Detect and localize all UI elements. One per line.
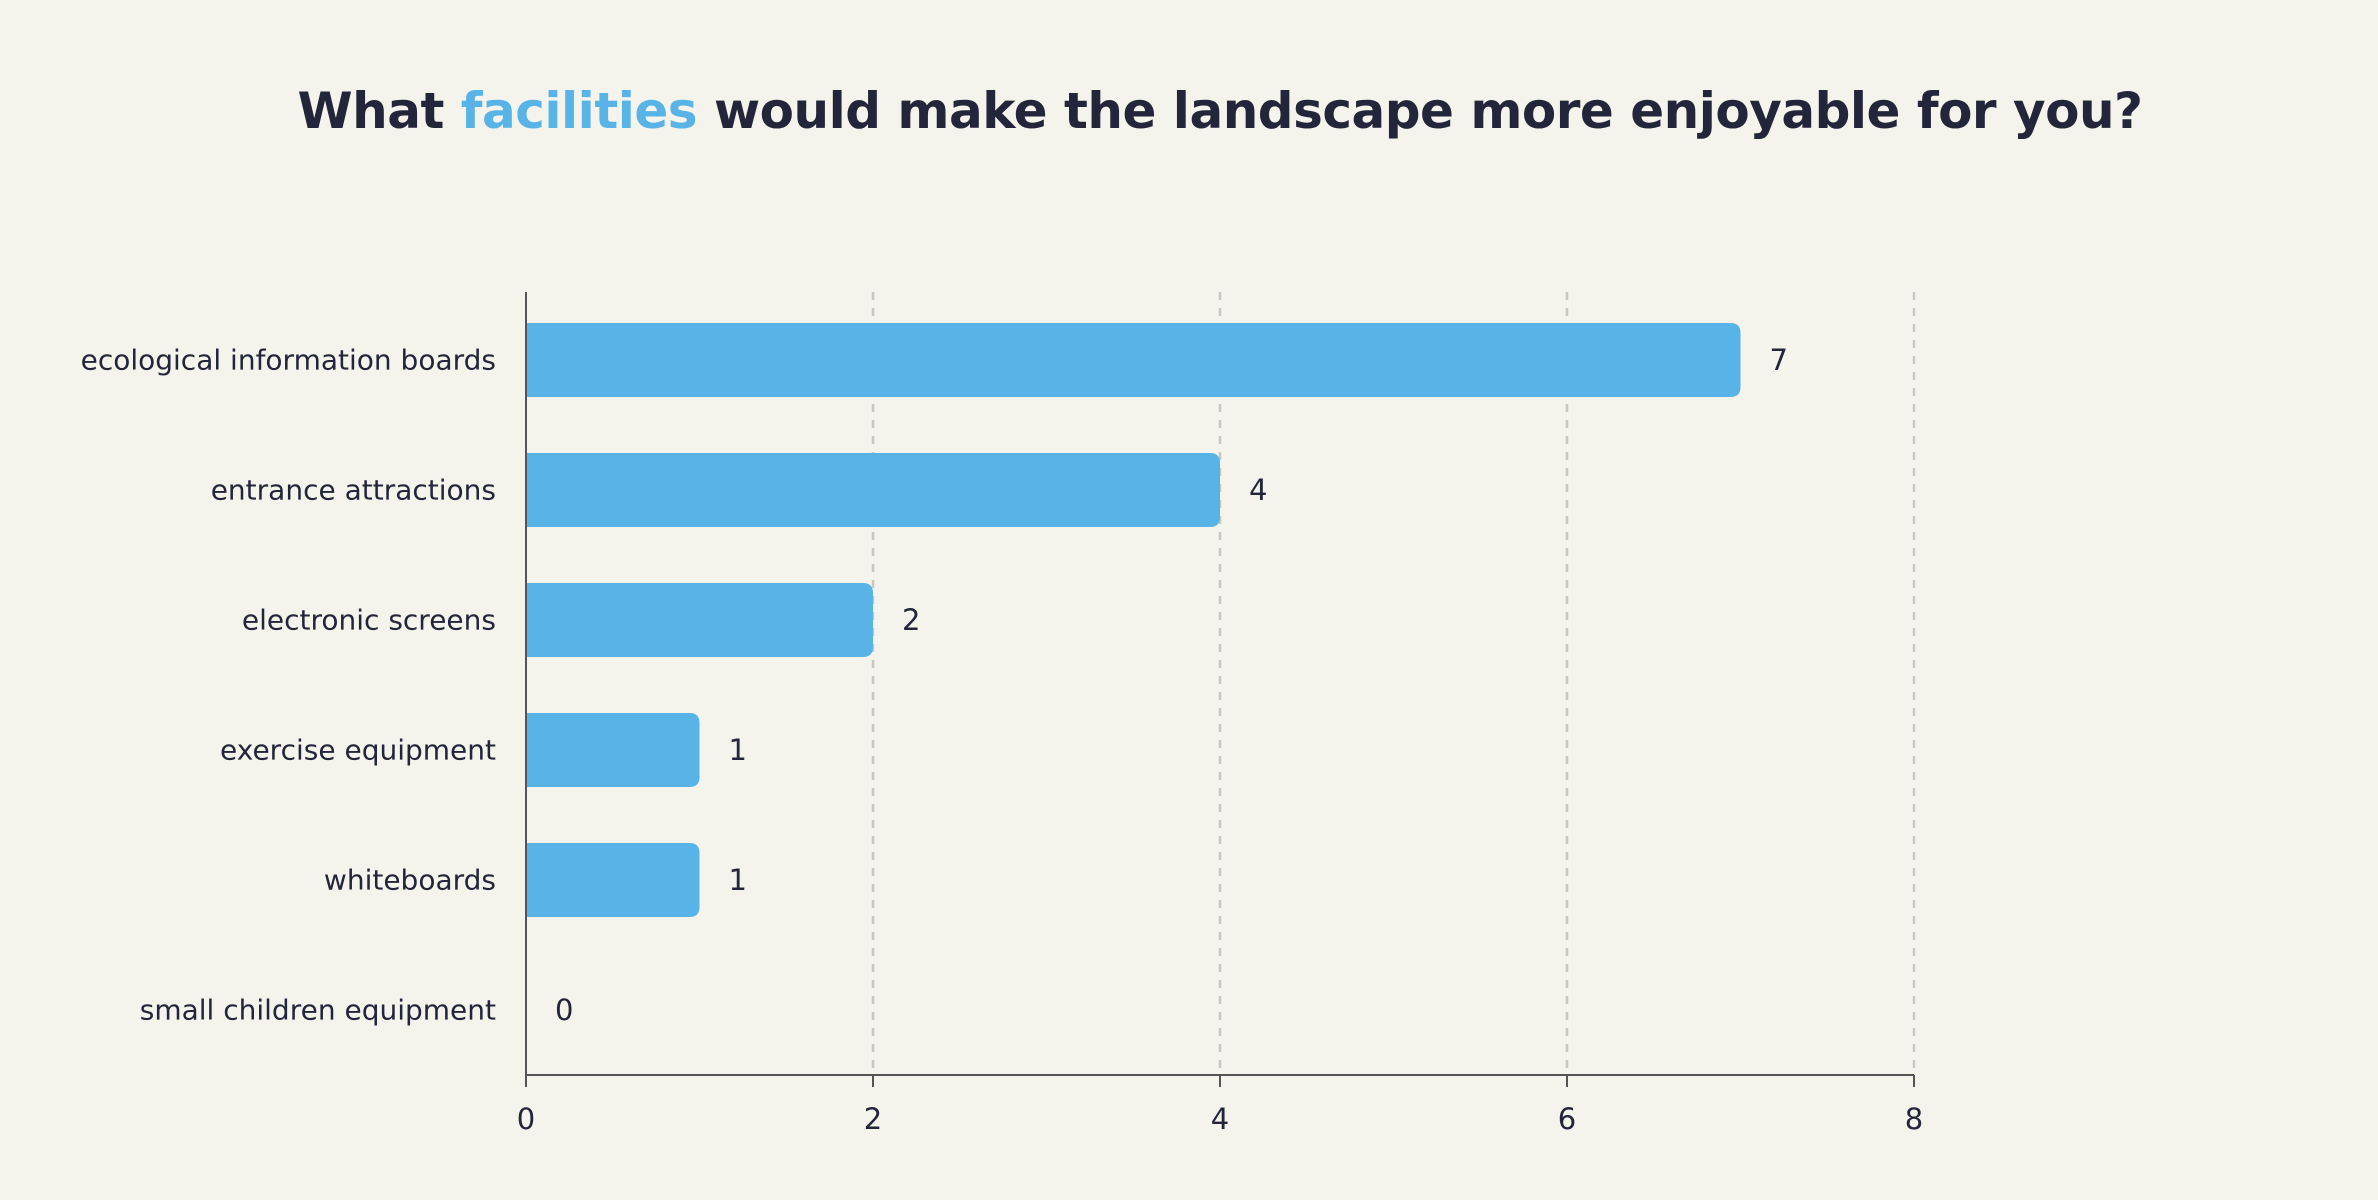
title-highlight: facilities [460, 82, 698, 140]
x-tick-label-6: 6 [1558, 1102, 1576, 1136]
title-suffix: would make the landscape more enjoyable … [713, 82, 2143, 140]
value-label-3: 1 [729, 733, 747, 767]
x-tick-label-8: 8 [1905, 1102, 1923, 1136]
value-label-4: 1 [729, 863, 747, 897]
bar-2 [526, 583, 873, 657]
bar-1 [526, 453, 1220, 527]
bar-3 [526, 713, 700, 787]
bar-0 [526, 323, 1741, 397]
category-label-2: electronic screens [242, 604, 496, 637]
bar-4 [526, 843, 700, 917]
x-tick-label-2: 2 [864, 1102, 882, 1136]
category-label-3: exercise equipment [220, 734, 496, 767]
title-prefix: What [297, 82, 444, 140]
category-label-5: small children equipment [140, 994, 496, 1027]
value-label-2: 2 [902, 603, 920, 637]
value-label-0: 7 [1770, 343, 1788, 377]
chart-title: What facilities would make the landscape… [0, 82, 2378, 140]
category-label-4: whiteboards [324, 864, 496, 897]
value-label-1: 4 [1249, 473, 1267, 507]
x-tick-label-4: 4 [1211, 1102, 1229, 1136]
category-label-0: ecological information boards [81, 344, 496, 377]
category-label-1: entrance attractions [211, 474, 496, 507]
value-label-5: 0 [555, 993, 573, 1027]
x-tick-label-0: 0 [517, 1102, 535, 1136]
